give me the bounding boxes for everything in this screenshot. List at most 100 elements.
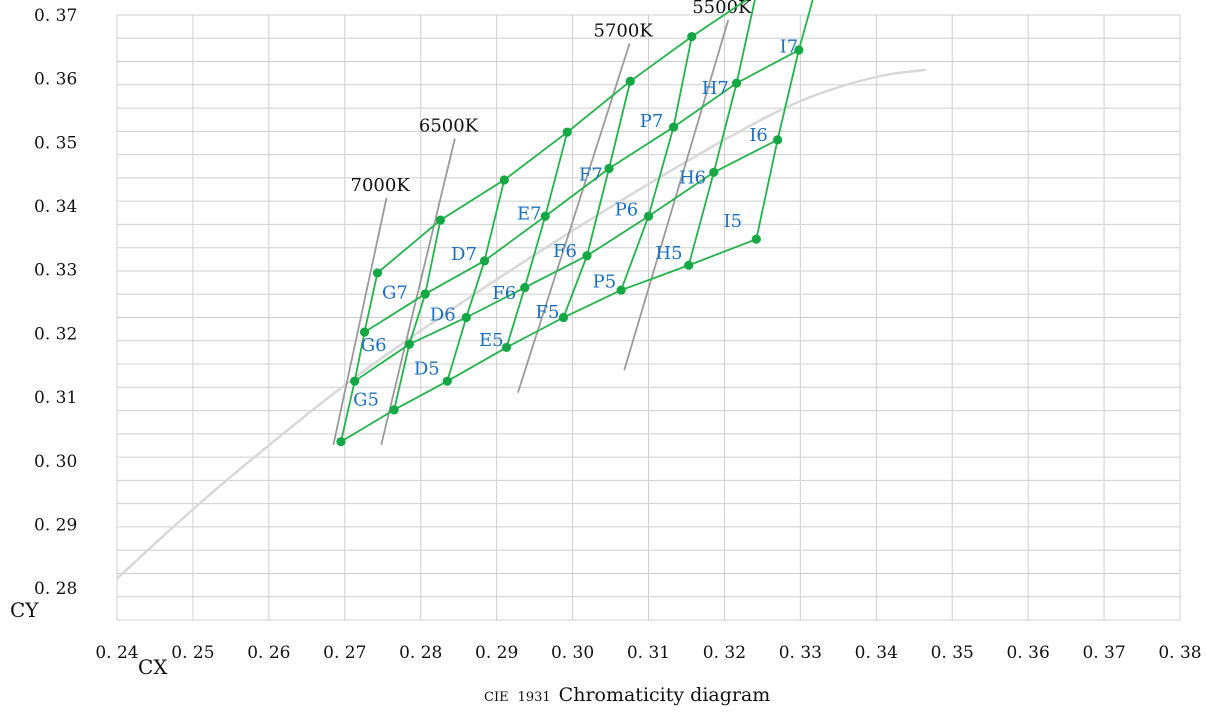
cct-label: 5700K — [594, 21, 654, 42]
bin-corner-point — [461, 312, 471, 323]
bin-corner-point — [625, 76, 635, 86]
caption-text: Chromaticity diagram — [559, 684, 771, 706]
x-tick-labels: 0. 24 0. 25 0. 26 0. 27 0. 28 0. 29 0. 30 0. 31… — [95, 643, 1201, 663]
bin-row-line — [340, 238, 757, 443]
y-tick-label: 0. 29 — [34, 515, 77, 535]
bin-label: E7 — [517, 203, 542, 224]
bin-corner-point — [751, 234, 761, 244]
bin-column-line — [340, 272, 379, 442]
bin-label: G5 — [353, 389, 379, 410]
grid — [116, 14, 1181, 621]
cct-line — [623, 19, 730, 371]
bin-label: I5 — [723, 211, 742, 232]
bin-label: F6 — [553, 241, 577, 262]
y-tick-labels: 0. 28 0. 29 0. 30 0. 31 0. 32 0. 33 0. 34 0. 35… — [34, 6, 77, 599]
x-tick-label: 0. 31 — [627, 643, 670, 663]
bin-column-line — [446, 179, 506, 382]
bin-label: P5 — [593, 271, 617, 292]
bin-column-line — [687, 0, 756, 266]
planckian-locus — [116, 68, 926, 580]
bin-corner-point — [442, 376, 452, 386]
bin-label: P6 — [615, 200, 639, 221]
bin-label: I7 — [780, 36, 799, 57]
cct-label: 7000K — [351, 175, 411, 196]
x-tick-label: 0. 25 — [171, 643, 214, 663]
x-tick-label: 0. 29 — [475, 643, 518, 663]
bin-corner-point — [435, 215, 446, 225]
bin-corner-point — [687, 32, 697, 42]
caption-year: 1931 — [518, 690, 551, 705]
chart-caption: CIE 1931 Chromaticity diagram — [484, 684, 770, 706]
bin-column-line — [755, 0, 814, 240]
x-tick-label: 0. 37 — [1082, 643, 1125, 663]
x-tick-label: 0. 28 — [399, 643, 442, 663]
y-tick-label: 0. 30 — [34, 452, 77, 472]
bin-label: H5 — [655, 243, 682, 264]
bin-corner-point — [684, 260, 694, 270]
y-tick-label: 0. 34 — [34, 197, 77, 217]
bin-corner-point — [350, 376, 360, 386]
bin-corner-point — [772, 135, 783, 145]
bin-column-line — [562, 81, 632, 318]
bin-grid — [340, 0, 814, 443]
bin-corner-point — [668, 122, 679, 132]
bin-corner-point — [558, 312, 569, 323]
bin-corner-point — [404, 339, 414, 349]
bin-label: I6 — [749, 125, 768, 146]
bin-column-line — [393, 219, 442, 411]
bin-row-line — [354, 139, 778, 382]
bin-column-line — [620, 36, 693, 291]
x-tick-label: 0. 32 — [703, 643, 746, 663]
x-axis-title: CX — [138, 655, 168, 679]
bin-column-line — [505, 131, 569, 348]
bin-corner-point — [731, 78, 742, 88]
bin-label: P7 — [640, 111, 664, 132]
x-tick-label: 0. 36 — [1007, 643, 1050, 663]
bin-corner-point — [499, 175, 509, 185]
x-tick-label: 0. 38 — [1158, 643, 1201, 663]
bin-corner-point — [540, 211, 550, 221]
bin-corner-point — [372, 268, 383, 278]
bin-corner-point — [420, 289, 430, 299]
x-tick-label: 0. 33 — [779, 643, 822, 663]
bin-label: G6 — [361, 335, 387, 356]
y-tick-label: 0. 37 — [34, 6, 77, 26]
bin-label: D5 — [414, 359, 440, 380]
x-tick-label: 0. 30 — [551, 643, 594, 663]
y-tick-label: 0. 28 — [34, 579, 77, 599]
x-tick-label: 0. 26 — [247, 643, 290, 663]
bin-label: H6 — [679, 168, 706, 189]
bin-corner-point — [359, 327, 370, 337]
y-tick-label: 0. 35 — [34, 133, 77, 153]
cct-lines: 7000K 6500K 5700K 5500K — [332, 0, 752, 446]
x-tick-label: 0. 24 — [95, 643, 138, 663]
cct-line — [517, 43, 631, 393]
bin-corner-point — [709, 167, 719, 177]
y-tick-label: 0. 33 — [34, 261, 77, 281]
bin-corner-point — [794, 45, 804, 55]
cct-line — [380, 138, 456, 446]
bin-row-line — [376, 0, 749, 274]
bin-label: H7 — [702, 78, 729, 99]
bin-label: D7 — [451, 244, 477, 265]
y-tick-label: 0. 31 — [34, 388, 77, 408]
bin-label: F6 — [492, 283, 516, 304]
bin-corner-point — [520, 282, 530, 293]
bin-corner-point — [582, 251, 592, 261]
bin-corner-point — [389, 405, 399, 415]
cct-label: 6500K — [419, 116, 479, 137]
bin-label: F7 — [579, 164, 603, 185]
bin-corner-point — [616, 285, 626, 295]
bin-corner-point — [501, 342, 512, 353]
y-tick-label: 0. 32 — [34, 324, 77, 344]
bin-corner-point — [479, 256, 490, 266]
bin-points — [336, 32, 804, 447]
x-tick-label: 0. 34 — [855, 643, 898, 663]
y-axis-title: CY — [10, 598, 39, 622]
cct-label: 5500K — [692, 0, 752, 18]
bin-label: D6 — [430, 305, 456, 326]
bin-label: F5 — [536, 302, 560, 323]
x-tick-label: 0. 35 — [931, 643, 974, 663]
bin-corner-point — [336, 437, 346, 447]
